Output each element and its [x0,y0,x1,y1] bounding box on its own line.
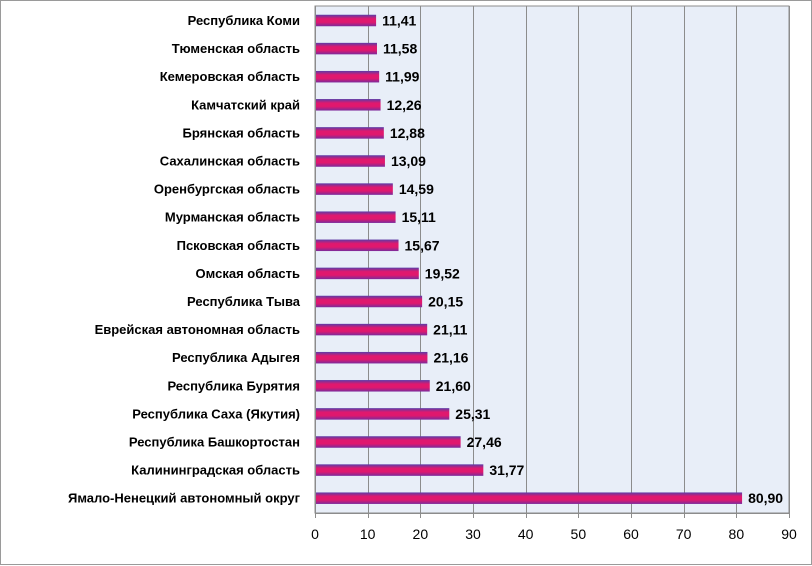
bar-12 [316,323,428,336]
value-label-15: 25,31 [455,406,490,422]
category-label-5: Брянская область [183,125,300,140]
bar-17 [316,464,484,476]
x-tick-label-40: 40 [518,526,534,542]
value-labels: 11,41 11,58 11,99 12,26 12,88 13,09 14,59 15,11… [382,13,783,507]
bar-11 [316,295,423,308]
category-label-6: Сахалинская область [160,154,300,169]
x-tick-label-0: 0 [311,526,319,542]
value-label-9: 15,67 [405,237,440,253]
category-label-7: Оренбургская область [154,182,300,197]
x-tick-label-80: 80 [729,526,745,542]
category-label-12: Еврейская автономная область [95,322,300,337]
value-label-13: 21,16 [433,350,468,366]
bar-16 [316,436,461,448]
category-label-13: Республика Адыгея [172,350,300,365]
category-label-15: Республика Саха (Якутия) [132,406,300,421]
plot-area [314,5,790,514]
category-label-16: Республика Башкортостан [129,435,300,450]
x-tick-label-70: 70 [676,526,692,542]
bar-7 [316,183,393,195]
category-labels: Республика Коми Тюменская область Кемеровс… [68,13,301,506]
bar-14 [316,380,430,392]
category-label-8: Мурманская область [165,210,300,225]
x-tick-label-20: 20 [413,526,429,542]
category-label-17: Калининградская область [131,463,300,478]
category-label-11: Республика Тыва [187,294,301,309]
bar-3 [316,70,380,83]
x-axis: 0 10 20 30 40 50 60 70 80 90 [311,6,797,542]
value-label-1: 11,41 [382,13,416,29]
category-label-3: Кемеровская область [160,69,300,84]
x-tick-label-30: 30 [465,526,481,542]
value-label-18: 80,90 [748,490,783,506]
bar-15 [316,408,450,420]
bar-2 [316,42,377,55]
bar-9 [316,239,399,252]
bars [316,14,743,504]
category-label-14: Республика Бурятия [167,378,300,393]
value-label-7: 14,59 [399,181,434,197]
x-tick-label-60: 60 [623,526,639,542]
x-tick-label-50: 50 [571,526,587,542]
category-label-1: Республика Коми [188,13,300,28]
value-label-16: 27,46 [467,434,502,450]
value-label-14: 21,60 [436,378,471,394]
value-label-3: 11,99 [385,69,419,85]
value-label-11: 20,15 [428,294,463,310]
category-label-10: Омская область [196,266,300,281]
value-label-4: 12,26 [387,97,422,113]
value-label-17: 31,77 [489,462,524,478]
x-tick-label-10: 10 [360,526,376,542]
value-label-10: 19,52 [425,265,460,281]
bar-18 [316,492,743,504]
bar-13 [316,351,428,364]
category-label-4: Камчатский край [191,97,300,112]
gridlines [368,6,790,513]
value-label-6: 13,09 [391,153,426,169]
x-tick-label-90: 90 [781,526,797,542]
plot-background [314,5,790,514]
value-label-12: 21,11 [433,322,467,338]
bar-4 [316,99,381,111]
value-label-5: 12,88 [390,125,425,141]
bar-10 [316,267,419,280]
bar-8 [316,211,396,223]
category-label-18: Ямало-Ненецкий автономный округ [68,491,301,506]
bar-5 [316,127,384,139]
bar-1 [316,14,377,27]
category-label-9: Псковская область [177,238,300,253]
value-label-2: 11,58 [383,41,417,57]
category-label-2: Тюменская область [172,41,300,56]
value-label-8: 15,11 [402,209,436,225]
bar-6 [316,155,385,167]
